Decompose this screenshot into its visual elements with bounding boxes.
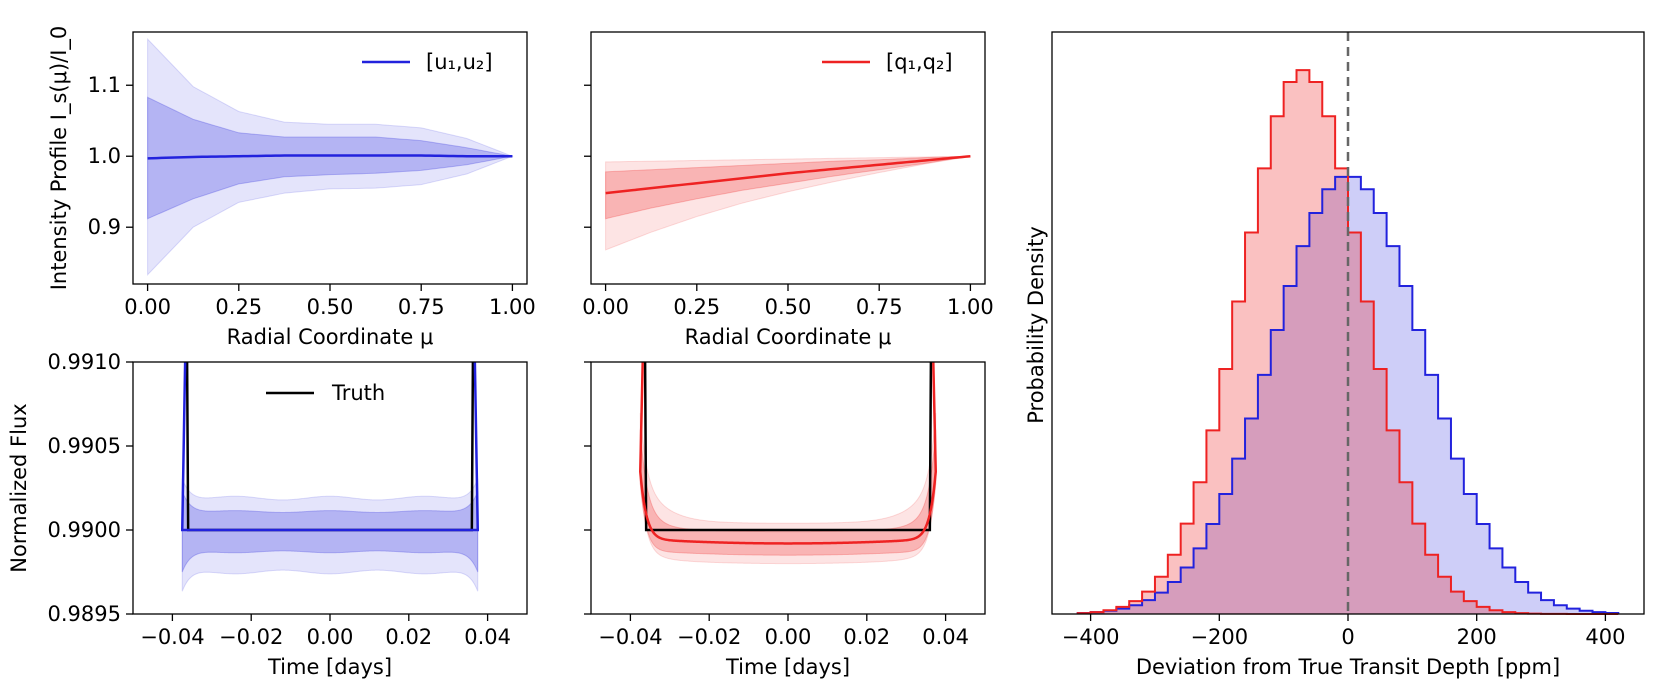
y-tick-label: 0.9900: [48, 518, 121, 542]
y-tick-label: 0.9910: [48, 350, 121, 374]
x-tick-label: 0.00: [582, 295, 629, 319]
x-tick-label: 0.75: [398, 295, 445, 319]
x-tick-label: 0.02: [843, 625, 890, 649]
x-tick-label: −400: [1062, 625, 1120, 649]
panel-c: −0.04 −0.02 0.00 0.02 0.04 0.9895 0.9900 0.990…: [7, 350, 528, 679]
x-tick-label: 0.00: [765, 625, 812, 649]
panel-d: −0.04 −0.02 0.00 0.02 0.04 Time [days]: [584, 361, 986, 679]
panel-c-ylabel: Normalized Flux: [7, 403, 31, 572]
panel-d-x-ticks: −0.04 −0.02 0.00 0.02 0.04: [598, 614, 969, 649]
x-tick-label: 0.75: [856, 295, 903, 319]
panel-a-median-line: [147, 154, 513, 160]
y-tick-label: 1.1: [88, 73, 121, 97]
x-tick-label: 0.04: [922, 625, 969, 649]
y-tick-label: 0.9895: [48, 602, 121, 626]
x-tick-label: 0.25: [673, 295, 720, 319]
panel-c-outer-band: [181, 478, 479, 592]
panel-d-y-ticks: [584, 361, 591, 615]
panel-c-legend-label: Truth: [331, 381, 385, 405]
x-tick-label: 0: [1341, 625, 1354, 649]
panel-e-xlabel: Deviation from True Transit Depth [ppm]: [1136, 655, 1560, 679]
panel-a-xlabel: Radial Coordinate μ: [227, 325, 434, 349]
x-tick-label: 0.50: [765, 295, 812, 319]
panel-b: 0.00 0.25 0.50 0.75 1.00 Radial Coordinate μ…: [582, 31, 994, 349]
panel-d-plot-area: [638, 362, 938, 565]
histogram-q-fill: [1077, 70, 1619, 614]
panel-c-x-ticks: −0.04 −0.02 0.00 0.02 0.04: [140, 614, 511, 649]
panel-c-xlabel: Time [days]: [267, 655, 392, 679]
panel-d-inner-band: [639, 429, 937, 556]
panel-e-ylabel: Probability Density: [1024, 226, 1048, 424]
panel-a-y-ticks: 0.9 1.0 1.1: [88, 73, 133, 239]
x-tick-label: −0.04: [140, 625, 204, 649]
x-tick-label: 0.00: [124, 295, 171, 319]
panel-b-median-line: [605, 154, 971, 195]
panel-a-x-ticks: 0.00 0.25 0.50 0.75 1.00: [124, 284, 536, 319]
panel-e: −400 −200 0 200 400 Deviation from True Tran…: [1024, 31, 1645, 679]
panel-b-x-ticks: 0.00 0.25 0.50 0.75 1.00: [582, 284, 994, 319]
x-tick-label: −0.04: [598, 625, 662, 649]
x-tick-label: 0.02: [385, 625, 432, 649]
panel-b-legend-label: [q₁,q₂]: [886, 50, 953, 74]
panel-c-y-ticks: 0.9895 0.9900 0.9905 0.9910: [48, 350, 133, 626]
x-tick-label: 0.04: [464, 625, 511, 649]
panel-d-median-line: [638, 362, 938, 545]
panel-b-y-ticks: [584, 84, 591, 228]
x-tick-label: 1.00: [947, 295, 994, 319]
panel-c-median-line: [180, 362, 480, 532]
x-tick-label: 400: [1585, 625, 1625, 649]
panel-a: 0.00 0.25 0.50 0.75 1.00 0.9 1.0 1.1 Radial Co…: [47, 26, 536, 349]
panel-d-truth-line: [643, 362, 933, 532]
y-tick-label: 1.0: [88, 144, 121, 168]
x-tick-label: 0.25: [215, 295, 262, 319]
histogram-q-step: [1076, 69, 1619, 615]
x-tick-label: −200: [1190, 625, 1248, 649]
x-tick-label: 0.00: [307, 625, 354, 649]
panel-b-xlabel: Radial Coordinate μ: [685, 325, 892, 349]
y-tick-label: 0.9905: [48, 434, 121, 458]
y-tick-label: 0.9: [88, 215, 121, 239]
x-tick-label: −0.02: [219, 625, 283, 649]
panel-a-ylabel: Intensity Profile I_s(μ)/I_0: [47, 26, 72, 291]
panel-d-xlabel: Time [days]: [725, 655, 850, 679]
x-tick-label: 0.50: [307, 295, 354, 319]
panel-e-x-ticks: −400 −200 0 200 400: [1062, 614, 1625, 649]
x-tick-label: −0.02: [677, 625, 741, 649]
x-tick-label: 1.00: [489, 295, 536, 319]
panel-c-inner-band: [181, 491, 479, 573]
x-tick-label: 200: [1457, 625, 1497, 649]
panel-c-plot-area: [180, 362, 480, 592]
panel-a-legend-label: [u₁,u₂]: [426, 50, 493, 74]
